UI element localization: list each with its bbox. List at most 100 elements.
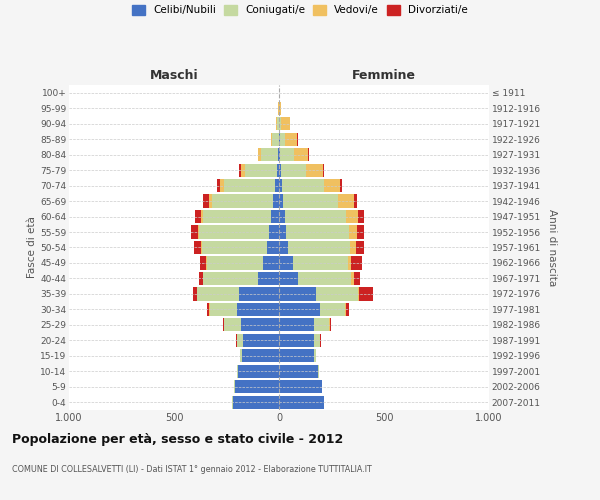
Bar bbox=[359, 288, 373, 300]
Bar bbox=[195, 210, 202, 223]
Bar bbox=[203, 272, 258, 285]
Bar bbox=[233, 396, 279, 409]
Bar bbox=[202, 210, 203, 223]
Bar bbox=[202, 241, 268, 254]
Bar bbox=[212, 194, 272, 207]
Bar bbox=[197, 288, 239, 300]
Bar bbox=[298, 272, 352, 285]
Bar bbox=[280, 102, 281, 115]
Bar bbox=[280, 117, 281, 130]
Bar bbox=[353, 194, 356, 207]
Bar bbox=[272, 132, 278, 145]
Bar bbox=[269, 226, 279, 238]
Bar bbox=[261, 148, 278, 161]
Bar bbox=[237, 364, 238, 378]
Text: COMUNE DI COLLESALVETTI (LI) - Dati ISTAT 1° gennaio 2012 - Elaborazione TUTTITA: COMUNE DI COLLESALVETTI (LI) - Dati ISTA… bbox=[12, 466, 372, 474]
Bar bbox=[279, 272, 298, 285]
Bar bbox=[193, 288, 197, 300]
Bar bbox=[278, 148, 279, 161]
Bar bbox=[263, 256, 279, 270]
Bar bbox=[352, 272, 353, 285]
Bar bbox=[286, 226, 349, 238]
Bar bbox=[281, 164, 306, 176]
Bar bbox=[323, 179, 340, 192]
Bar bbox=[358, 288, 359, 300]
Bar bbox=[268, 241, 279, 254]
Bar bbox=[240, 350, 242, 362]
Bar bbox=[206, 256, 263, 270]
Bar bbox=[348, 256, 352, 270]
Bar bbox=[199, 272, 203, 285]
Bar bbox=[281, 179, 323, 192]
Bar bbox=[203, 210, 271, 223]
Bar bbox=[237, 334, 244, 347]
Bar bbox=[279, 318, 314, 332]
Bar bbox=[239, 288, 279, 300]
Bar bbox=[242, 350, 279, 362]
Bar bbox=[279, 226, 286, 238]
Bar bbox=[285, 132, 298, 145]
Bar bbox=[353, 272, 360, 285]
Bar bbox=[320, 334, 321, 347]
Bar bbox=[279, 179, 281, 192]
Bar bbox=[279, 256, 293, 270]
Bar bbox=[318, 364, 319, 378]
Bar bbox=[275, 179, 279, 192]
Bar bbox=[280, 148, 294, 161]
Bar bbox=[289, 241, 350, 254]
Bar bbox=[207, 303, 209, 316]
Bar bbox=[279, 396, 324, 409]
Y-axis label: Fasce di età: Fasce di età bbox=[27, 216, 37, 278]
Bar bbox=[200, 256, 206, 270]
Bar bbox=[220, 179, 224, 192]
Bar bbox=[210, 303, 237, 316]
Bar bbox=[235, 380, 279, 394]
Bar bbox=[241, 318, 279, 332]
Bar bbox=[280, 132, 285, 145]
Bar bbox=[194, 241, 202, 254]
Bar bbox=[281, 117, 290, 130]
Bar bbox=[356, 226, 364, 238]
Bar bbox=[316, 288, 358, 300]
Bar bbox=[306, 164, 323, 176]
Bar bbox=[345, 303, 346, 316]
Bar bbox=[277, 164, 279, 176]
Bar bbox=[308, 148, 309, 161]
Bar bbox=[346, 303, 349, 316]
Bar bbox=[223, 318, 224, 332]
Bar bbox=[237, 303, 279, 316]
Bar bbox=[236, 334, 237, 347]
Bar bbox=[279, 132, 280, 145]
Bar bbox=[293, 256, 348, 270]
Bar bbox=[279, 334, 314, 347]
Bar bbox=[358, 210, 364, 223]
Y-axis label: Anni di nascita: Anni di nascita bbox=[547, 209, 557, 286]
Bar bbox=[349, 226, 357, 238]
Bar bbox=[191, 226, 198, 238]
Bar bbox=[330, 318, 331, 332]
Bar bbox=[224, 179, 275, 192]
Bar bbox=[276, 117, 277, 130]
Bar bbox=[224, 318, 241, 332]
Bar bbox=[279, 380, 322, 394]
Text: Maschi: Maschi bbox=[149, 70, 199, 82]
Bar bbox=[279, 210, 286, 223]
Text: Popolazione per età, sesso e stato civile - 2012: Popolazione per età, sesso e stato civil… bbox=[12, 432, 343, 446]
Bar bbox=[199, 226, 269, 238]
Bar bbox=[234, 380, 235, 394]
Bar bbox=[272, 194, 279, 207]
Bar bbox=[203, 194, 209, 207]
Bar bbox=[258, 272, 279, 285]
Bar bbox=[241, 164, 245, 176]
Bar bbox=[271, 210, 279, 223]
Bar bbox=[279, 164, 281, 176]
Bar bbox=[271, 132, 272, 145]
Text: Femmine: Femmine bbox=[352, 70, 416, 82]
Bar bbox=[350, 241, 356, 254]
Bar bbox=[209, 194, 212, 207]
Legend: Celibi/Nubili, Coniugati/e, Vedovi/e, Divorziati/e: Celibi/Nubili, Coniugati/e, Vedovi/e, Di… bbox=[132, 5, 468, 15]
Bar bbox=[279, 241, 289, 254]
Bar bbox=[320, 303, 345, 316]
Bar bbox=[346, 210, 358, 223]
Bar bbox=[323, 164, 324, 176]
